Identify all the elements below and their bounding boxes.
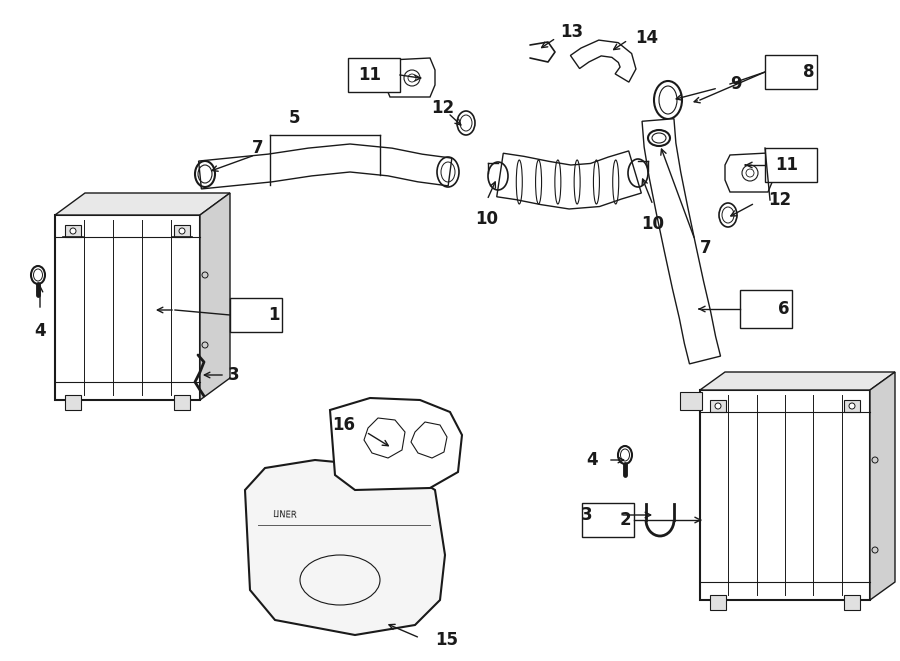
Text: 14: 14	[635, 29, 658, 47]
Bar	[348, 58, 400, 92]
Polygon shape	[245, 460, 445, 635]
Bar	[582, 503, 634, 537]
Text: 2: 2	[620, 511, 632, 529]
Text: 15: 15	[435, 631, 458, 649]
Bar	[710, 595, 726, 610]
Bar	[844, 595, 860, 610]
Bar	[65, 395, 81, 410]
Text: 10: 10	[642, 215, 664, 233]
Polygon shape	[385, 58, 435, 97]
Bar	[230, 298, 282, 332]
Text: LINER: LINER	[272, 510, 297, 520]
Circle shape	[70, 228, 76, 234]
Polygon shape	[364, 418, 405, 458]
Circle shape	[849, 403, 855, 409]
Text: 1: 1	[268, 306, 280, 324]
Polygon shape	[200, 193, 230, 400]
Bar	[844, 400, 860, 412]
Text: 12: 12	[768, 191, 791, 209]
Text: 4: 4	[587, 451, 598, 469]
Bar	[765, 55, 817, 89]
Text: 11: 11	[358, 66, 382, 84]
Text: 9: 9	[730, 75, 742, 93]
Text: 3: 3	[228, 366, 239, 384]
Bar	[680, 392, 702, 410]
Bar	[700, 390, 870, 600]
Bar	[710, 400, 726, 412]
Polygon shape	[411, 422, 447, 458]
Bar	[65, 225, 81, 237]
Ellipse shape	[618, 446, 632, 464]
Polygon shape	[725, 153, 773, 192]
Bar	[174, 225, 190, 237]
Polygon shape	[642, 119, 721, 364]
Polygon shape	[330, 398, 462, 490]
Bar	[55, 215, 200, 400]
Text: 7: 7	[252, 139, 264, 157]
Text: 10: 10	[475, 210, 499, 228]
Text: 7: 7	[700, 239, 712, 257]
Text: 13: 13	[560, 23, 583, 41]
Bar	[765, 148, 817, 182]
Polygon shape	[199, 144, 452, 189]
Text: 6: 6	[778, 300, 789, 318]
Text: 4: 4	[34, 322, 46, 340]
Polygon shape	[700, 372, 895, 390]
Text: 5: 5	[289, 109, 301, 127]
Circle shape	[715, 403, 721, 409]
Polygon shape	[571, 40, 636, 82]
Text: 11: 11	[776, 156, 798, 174]
Polygon shape	[870, 372, 895, 600]
Text: 3: 3	[581, 506, 593, 524]
Ellipse shape	[31, 266, 45, 284]
Text: 16: 16	[332, 416, 355, 434]
Text: 8: 8	[803, 63, 815, 81]
Polygon shape	[55, 193, 230, 215]
Bar	[740, 290, 792, 328]
Polygon shape	[497, 151, 642, 209]
Circle shape	[179, 228, 185, 234]
Bar	[174, 395, 190, 410]
Text: 12: 12	[431, 99, 454, 117]
